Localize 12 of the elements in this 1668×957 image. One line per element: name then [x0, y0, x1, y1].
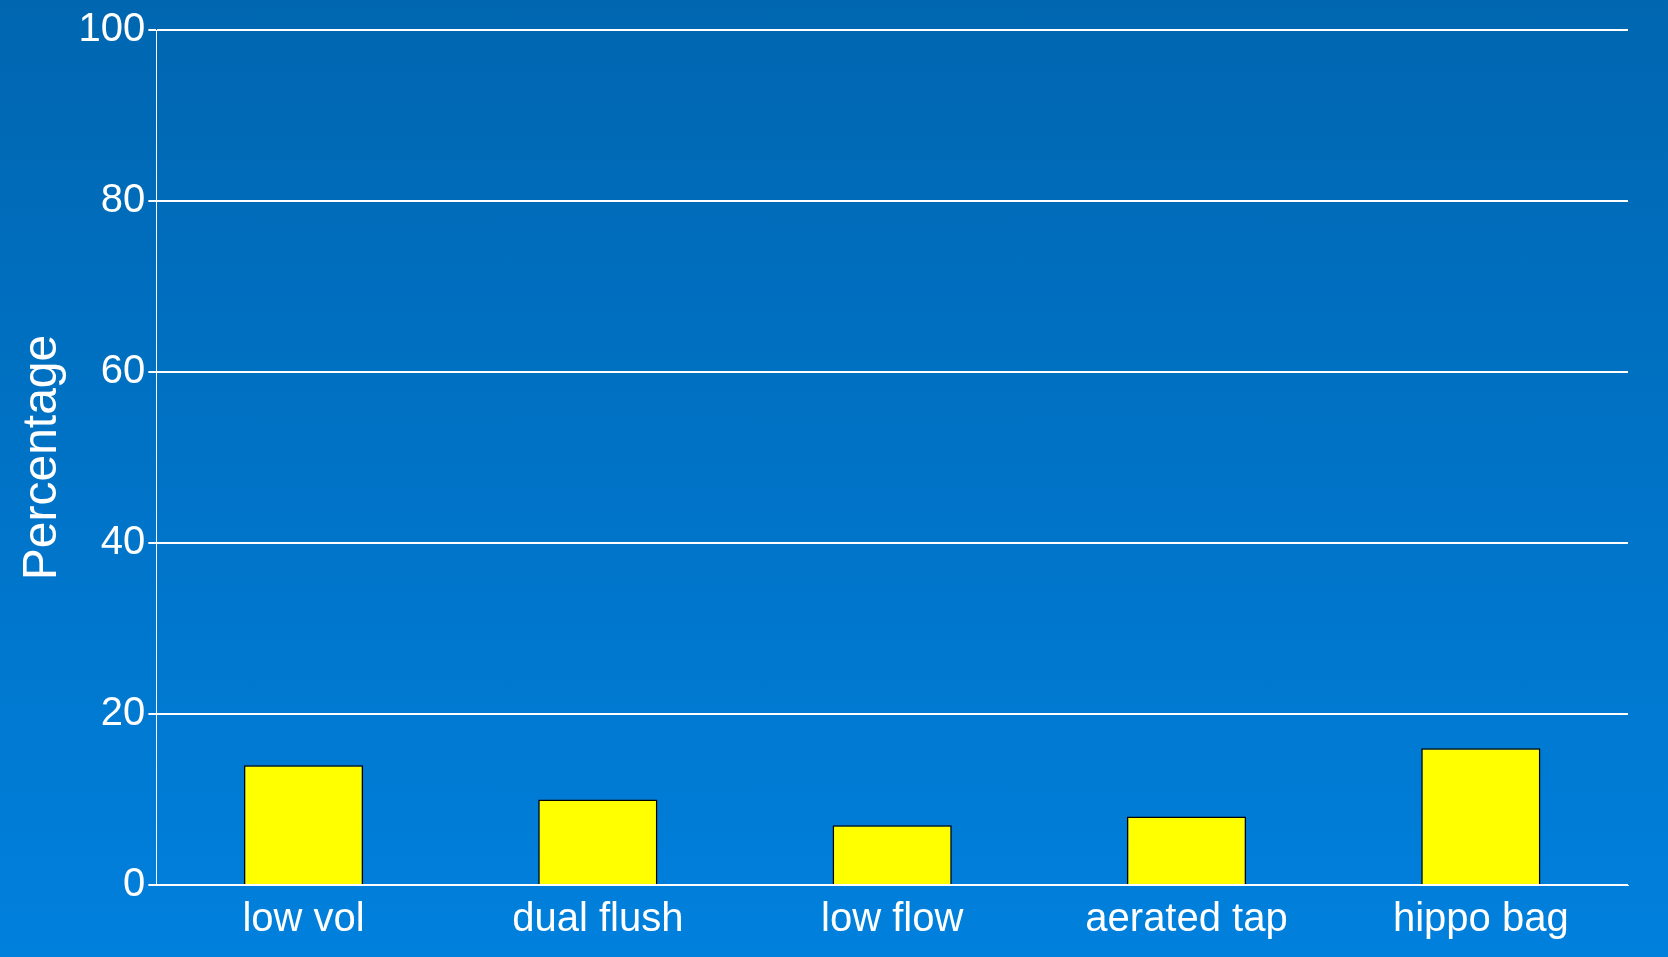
- y-axis-title: Percentage: [13, 334, 67, 581]
- x-tick-label: low vol: [242, 895, 365, 940]
- y-tick-label: 100: [78, 5, 146, 50]
- y-tick-label: 20: [100, 689, 146, 734]
- y-tick-label: 60: [100, 347, 146, 392]
- y-tick-label: 0: [123, 860, 146, 905]
- y-tick-label: 80: [100, 176, 146, 221]
- y-tick-label: 40: [100, 518, 146, 563]
- x-tick-label: low flow: [821, 895, 964, 940]
- x-tick-label: hippo bag: [1392, 895, 1569, 940]
- x-tick-label: dual flush: [512, 895, 684, 940]
- x-tick-label: aerated tap: [1085, 895, 1288, 940]
